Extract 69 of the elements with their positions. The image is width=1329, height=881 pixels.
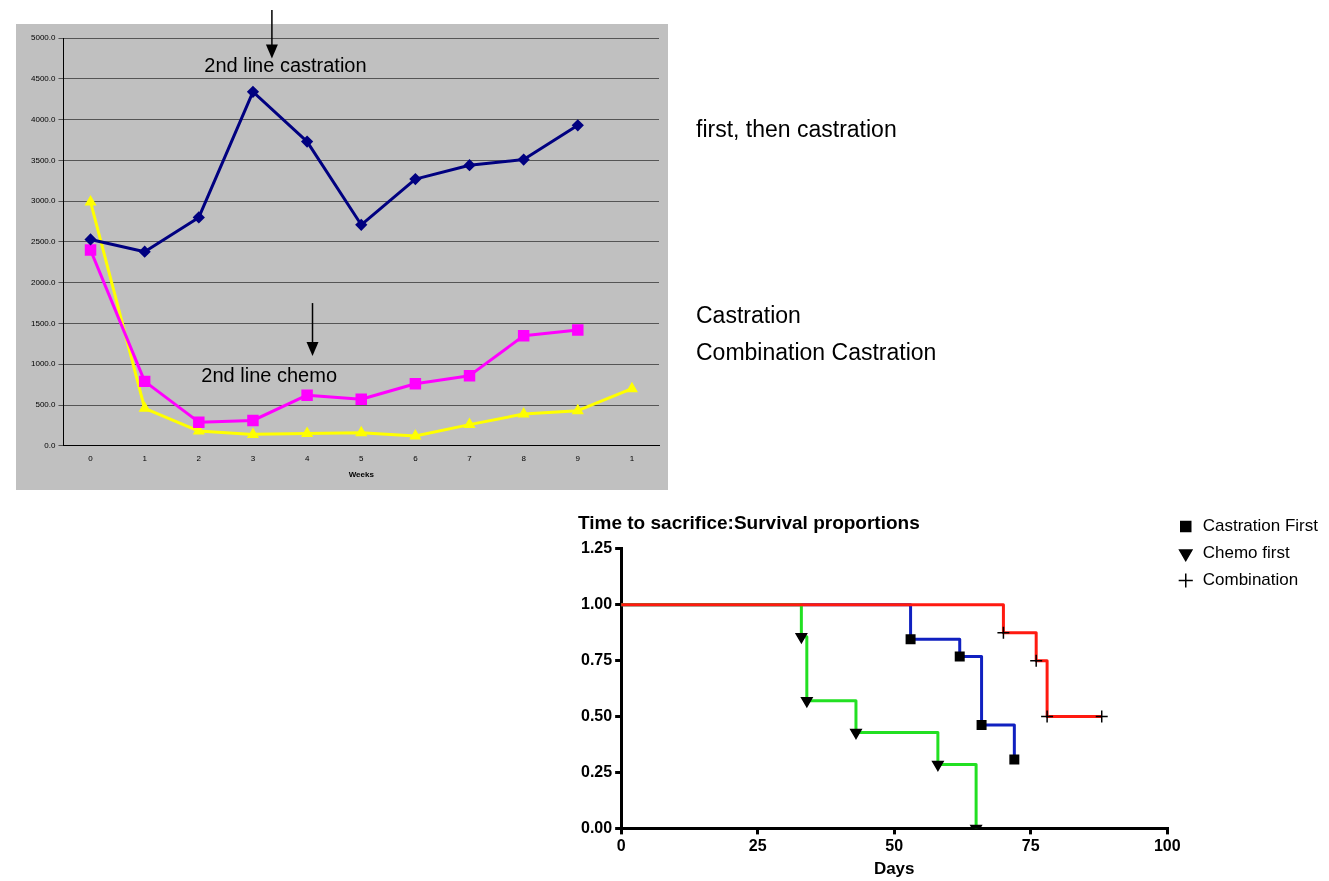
x-tick-label: 0 (88, 453, 94, 463)
x-tick-label: 5 (359, 453, 365, 463)
text: first, then castration (696, 116, 897, 143)
y-tick-label: 3000.0 (31, 196, 57, 206)
x-tick-label: 25 (748, 837, 767, 855)
text: Castration (696, 302, 801, 329)
point (517, 329, 530, 342)
x-tick-label: 9 (575, 453, 581, 463)
x-tick-label: 3 (250, 453, 256, 463)
point (139, 402, 150, 412)
x-tick-label: 8 (521, 453, 527, 463)
chart-title: Time to sacrifice:Survival proportions (578, 511, 920, 533)
annotation: 2nd line castration (204, 54, 367, 77)
y-tick-label: 1.25 (581, 539, 613, 557)
x-axis-title: Weeks (348, 470, 375, 480)
point (138, 375, 151, 388)
x-axis-title: Days (873, 859, 915, 879)
y-tick-label: 3500.0 (31, 155, 57, 165)
y-tick-label: 0.75 (581, 651, 613, 669)
x-tick-label: 1 (142, 453, 148, 463)
point (355, 219, 367, 231)
y-tick-label: 2000.0 (31, 277, 57, 287)
point (572, 119, 584, 131)
point (518, 154, 530, 166)
y-tick-label: 5000.0 (31, 33, 57, 43)
legend-label: Chemo first (1202, 543, 1290, 563)
point (139, 246, 151, 258)
y-tick-label: 0.25 (581, 762, 613, 780)
point (193, 211, 205, 223)
y-tick-label: 0.0 (44, 441, 57, 450)
point (409, 173, 421, 185)
y-tick-label: 1500.0 (31, 318, 57, 328)
y-tick-label: 4000.0 (31, 114, 57, 124)
point (247, 86, 259, 98)
point (301, 136, 313, 148)
legend-label: Castration First (1202, 516, 1319, 536)
point (464, 159, 476, 171)
point (247, 414, 259, 427)
point (247, 428, 258, 438)
y-tick-label: 1.00 (581, 595, 613, 613)
text: Combination Castration (696, 339, 937, 366)
x-tick-label: 100 (1153, 837, 1181, 855)
x-tick-label: 75 (1021, 837, 1040, 855)
legend-label: Combination (1202, 570, 1299, 590)
x-tick-label: 0 (616, 837, 626, 855)
point (572, 324, 584, 336)
y-tick-label: 0.50 (581, 706, 613, 724)
x-tick-label: 50 (885, 837, 904, 855)
point (518, 408, 529, 418)
point (463, 369, 476, 382)
point (84, 244, 97, 256)
point (410, 430, 421, 440)
x-tick-label: 4 (304, 453, 310, 463)
y-tick-label: 2500.0 (31, 237, 57, 247)
point (355, 393, 367, 406)
x-tick-label: 6 (413, 453, 419, 463)
y-tick-label: 1000.0 (31, 359, 57, 369)
point (193, 416, 205, 428)
x-tick-label: 1 (629, 453, 635, 463)
x-tick-label: 2 (196, 453, 202, 463)
point (85, 233, 97, 245)
y-tick-label: 4500.0 (31, 73, 57, 83)
point (301, 389, 313, 401)
x-tick-label: 7 (467, 453, 473, 463)
y-tick-label: 500.0 (35, 400, 57, 410)
annotation: 2nd line chemo (201, 363, 338, 386)
y-tick-label: 0.00 (581, 818, 613, 836)
point (85, 196, 96, 206)
point (409, 378, 422, 390)
